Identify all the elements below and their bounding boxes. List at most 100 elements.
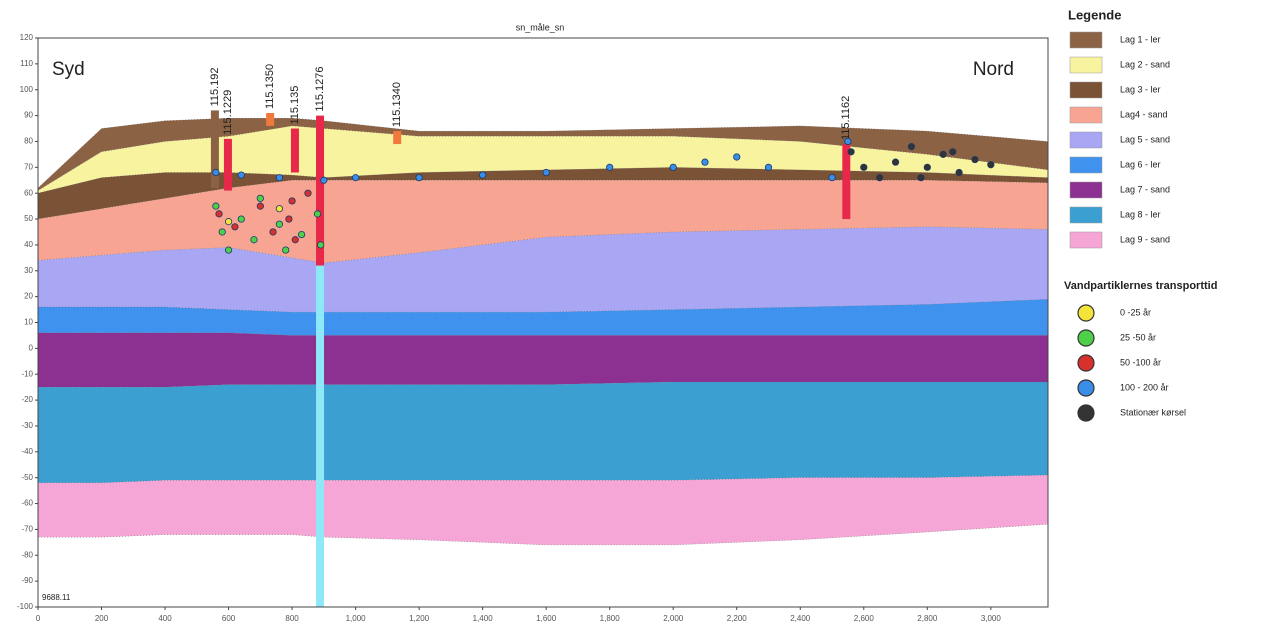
well [316,266,324,607]
legend-label: 0 -25 år [1120,307,1151,317]
legend-swatch [1070,107,1102,123]
legend-swatch [1070,182,1102,198]
particle [988,162,994,168]
y-tick-label: 110 [20,59,33,68]
well [842,144,850,219]
legend-marker [1078,305,1094,321]
particle [848,149,854,155]
y-tick-label: -90 [21,576,33,585]
legend-swatch [1070,57,1102,73]
legend-marker [1078,355,1094,371]
y-tick-label: -20 [21,395,33,404]
y-tick-label: -100 [17,602,34,611]
well [393,131,401,144]
particle [670,164,676,170]
particle [940,151,946,157]
particle [213,203,219,209]
x-tick-label: 2,400 [790,614,811,623]
y-tick-label: -30 [21,421,33,430]
x-tick-label: 200 [95,614,109,623]
legend-swatch [1070,207,1102,223]
legend-label: Lag 3 - ler [1120,84,1161,94]
y-tick-label: 40 [24,240,33,249]
layer [38,475,1048,545]
y-tick-label: 80 [24,137,33,146]
well-label: 115.1276 [314,67,326,112]
well-label: 115.1162 [840,96,852,140]
x-tick-label: 3,000 [981,614,1002,623]
y-tick-label: -40 [21,447,33,456]
y-tick-label: 70 [24,162,33,171]
annotation: Nord [973,59,1014,80]
particle [734,154,740,160]
y-tick-label: 30 [24,266,33,275]
x-tick-label: 1,000 [346,614,367,623]
particle [257,195,263,201]
particle [238,216,244,222]
particle [702,159,708,165]
legend-marker [1078,380,1094,396]
legend-label: 25 -50 år [1120,332,1156,342]
layer [38,382,1048,483]
y-tick-label: -60 [21,499,33,508]
particle [892,159,898,165]
chart-title: sn_måle_sn [516,22,565,32]
particle [314,211,320,217]
particle [305,190,311,196]
legend-label: Lag 2 - sand [1120,59,1170,69]
well-label: 115.1350 [264,64,276,109]
legend-swatch [1070,132,1102,148]
x-tick-label: 2,600 [854,614,875,623]
legend-swatch [1070,32,1102,48]
particle [283,247,289,253]
particle [876,174,882,180]
legend-label: Lag 8 - ler [1120,209,1161,219]
legend-label: 100 - 200 år [1120,382,1169,392]
particle [276,221,282,227]
particle [213,169,219,175]
well-label: 115.135 [289,86,301,125]
particle [606,164,612,170]
legend-marker [1078,330,1094,346]
particle [908,143,914,149]
particle [416,174,422,180]
layer [38,333,1048,387]
y-tick-label: 100 [20,85,34,94]
annotation: Syd [52,59,85,80]
x-tick-label: 2,000 [663,614,684,623]
x-tick-label: 1,800 [600,614,621,623]
y-tick-label: 10 [24,318,33,327]
x-tick-label: 2,800 [917,614,938,623]
particle [924,164,930,170]
legend-label: Lag 1 - ler [1120,34,1161,44]
annotation: 9688.11 [42,593,71,602]
legend-label: Lag4 - sand [1120,109,1168,119]
x-tick-label: 1,600 [536,614,557,623]
well-label: 115.1229 [222,90,234,135]
particle [950,149,956,155]
particle [270,229,276,235]
particle [543,169,549,175]
particle [257,203,263,209]
x-tick-label: 0 [36,614,41,623]
particle [321,177,327,183]
legend-title: Legende [1068,7,1121,22]
particle [216,211,222,217]
particle [225,218,231,224]
x-tick-label: 1,200 [409,614,430,623]
y-tick-label: -70 [21,525,33,534]
particle [317,242,323,248]
legend-swatch [1070,232,1102,248]
legend-swatch [1070,82,1102,98]
well [291,129,299,173]
well [224,139,232,191]
legend-swatch [1070,157,1102,173]
particle [276,206,282,212]
legend-label: Lag 9 - sand [1120,234,1170,244]
particle [292,237,298,243]
legend-label: Stationær kørsel [1120,407,1186,417]
particle [956,169,962,175]
x-tick-label: 400 [158,614,172,623]
x-tick-label: 1,400 [473,614,494,623]
y-tick-label: 60 [24,188,33,197]
